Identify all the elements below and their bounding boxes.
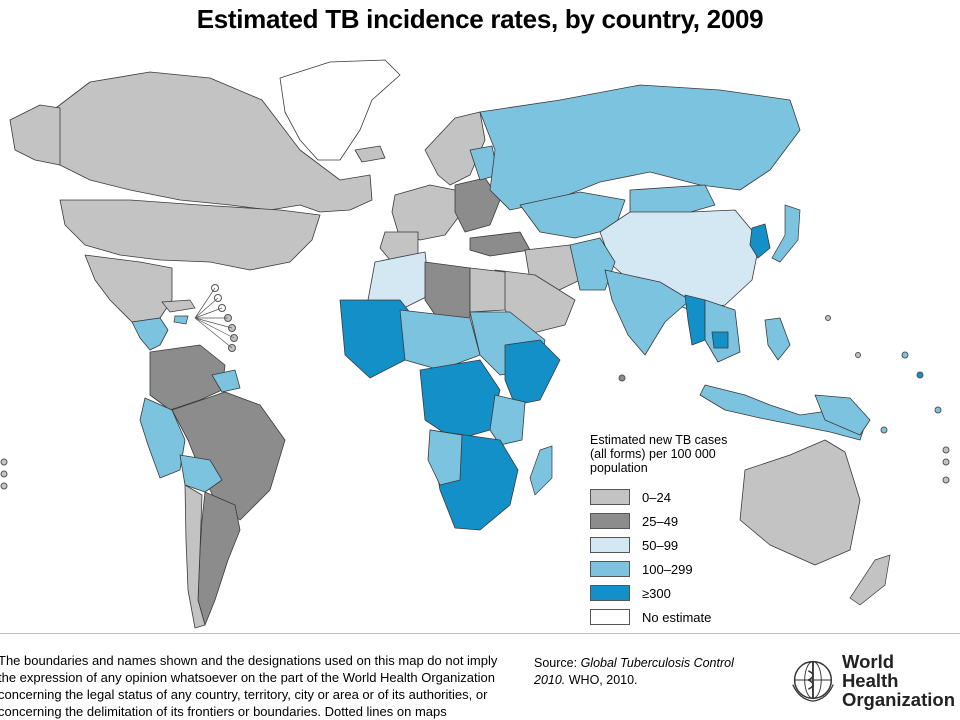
disclaimer-text: The boundaries and names shown and the d…	[0, 653, 498, 719]
region-central-america	[131, 317, 169, 351]
legend-label: 50–99	[642, 537, 679, 553]
region-egypt	[469, 267, 506, 313]
region-venezuela-colombia	[149, 344, 226, 411]
who-wordmark-line1: World Health	[841, 650, 899, 691]
legend-label: 0–24	[642, 489, 671, 505]
who-emblem-icon	[792, 660, 834, 702]
legend-swatch	[590, 489, 630, 505]
region-argentina	[197, 491, 241, 626]
region-libya	[424, 261, 471, 323]
source-publication: Global Tuberculosis Control 2010.	[534, 656, 734, 687]
legend-title: Estimated new TB cases (all forms) per 1…	[590, 433, 728, 475]
legend-swatch	[590, 585, 630, 601]
legend-label: 100–299	[642, 561, 693, 577]
region-iceland	[354, 145, 386, 163]
region-new-zealand	[849, 554, 891, 606]
legend-label: 25–49	[642, 513, 679, 529]
region-east-africa	[489, 394, 526, 446]
region-guianas	[211, 369, 241, 393]
region-haiti	[173, 315, 189, 325]
legend-label: ≥300	[642, 585, 671, 601]
map-title: Estimated TB incidence rates, by country…	[196, 4, 764, 34]
region-north-africa-west	[367, 251, 431, 311]
region-japan	[771, 204, 801, 263]
source-prefix: Source:	[534, 656, 581, 670]
region-brazil	[171, 391, 286, 521]
region-sahel	[399, 309, 481, 371]
region-papua	[814, 394, 871, 436]
who-logo: World Health Organization	[790, 652, 955, 709]
caribbean-callout-lines	[194, 287, 235, 349]
who-wordmark: World Health Organization	[842, 652, 955, 709]
world-map	[0, 59, 950, 629]
region-bolivia	[179, 454, 223, 493]
legend: Estimated new TB cases (all forms) per 1…	[590, 433, 790, 629]
region-greenland	[279, 59, 401, 161]
region-southeast-asia	[704, 299, 741, 363]
divider	[0, 633, 960, 634]
region-turkey	[469, 231, 531, 257]
region-caribbean	[161, 299, 196, 313]
region-ethiopia-somalia	[504, 339, 561, 406]
region-canada	[34, 71, 373, 213]
region-korea	[749, 223, 771, 259]
legend-item: ≥300	[590, 581, 790, 605]
legend-item: 100–299	[590, 557, 790, 581]
region-scandinavia	[424, 111, 486, 186]
legend-swatch	[590, 609, 630, 625]
region-myanmar	[684, 294, 706, 346]
source-citation: Source: Global Tuberculosis Control 2010…	[534, 655, 734, 689]
legend-rows: 0–24 25–49 50–99 100–299 ≥300 No estimate	[590, 485, 790, 629]
region-australia	[739, 439, 861, 566]
who-wordmark-line2: Organization	[841, 688, 955, 710]
region-russia	[479, 84, 801, 211]
region-madagascar	[529, 445, 553, 496]
region-mexico	[84, 254, 173, 323]
region-usa	[59, 199, 321, 271]
region-indonesia	[699, 384, 866, 441]
region-ecuador-peru	[139, 397, 186, 479]
legend-item: 25–49	[590, 509, 790, 533]
region-alaska	[9, 104, 61, 166]
source-suffix: WHO, 2010.	[565, 673, 638, 687]
island-markers	[0, 284, 950, 490]
region-central-africa	[419, 359, 501, 441]
legend-item: No estimate	[590, 605, 790, 629]
legend-swatch	[590, 513, 630, 529]
legend-item: 50–99	[590, 533, 790, 557]
region-india	[604, 269, 691, 356]
legend-swatch	[590, 561, 630, 577]
legend-label: No estimate	[642, 609, 712, 625]
region-philippines	[764, 317, 791, 361]
legend-swatch	[590, 537, 630, 553]
region-western-europe	[391, 184, 461, 241]
region-chile	[184, 484, 206, 629]
region-angola-namibia	[427, 429, 463, 486]
legend-item: 0–24	[590, 485, 790, 509]
region-cambodia	[711, 331, 729, 349]
